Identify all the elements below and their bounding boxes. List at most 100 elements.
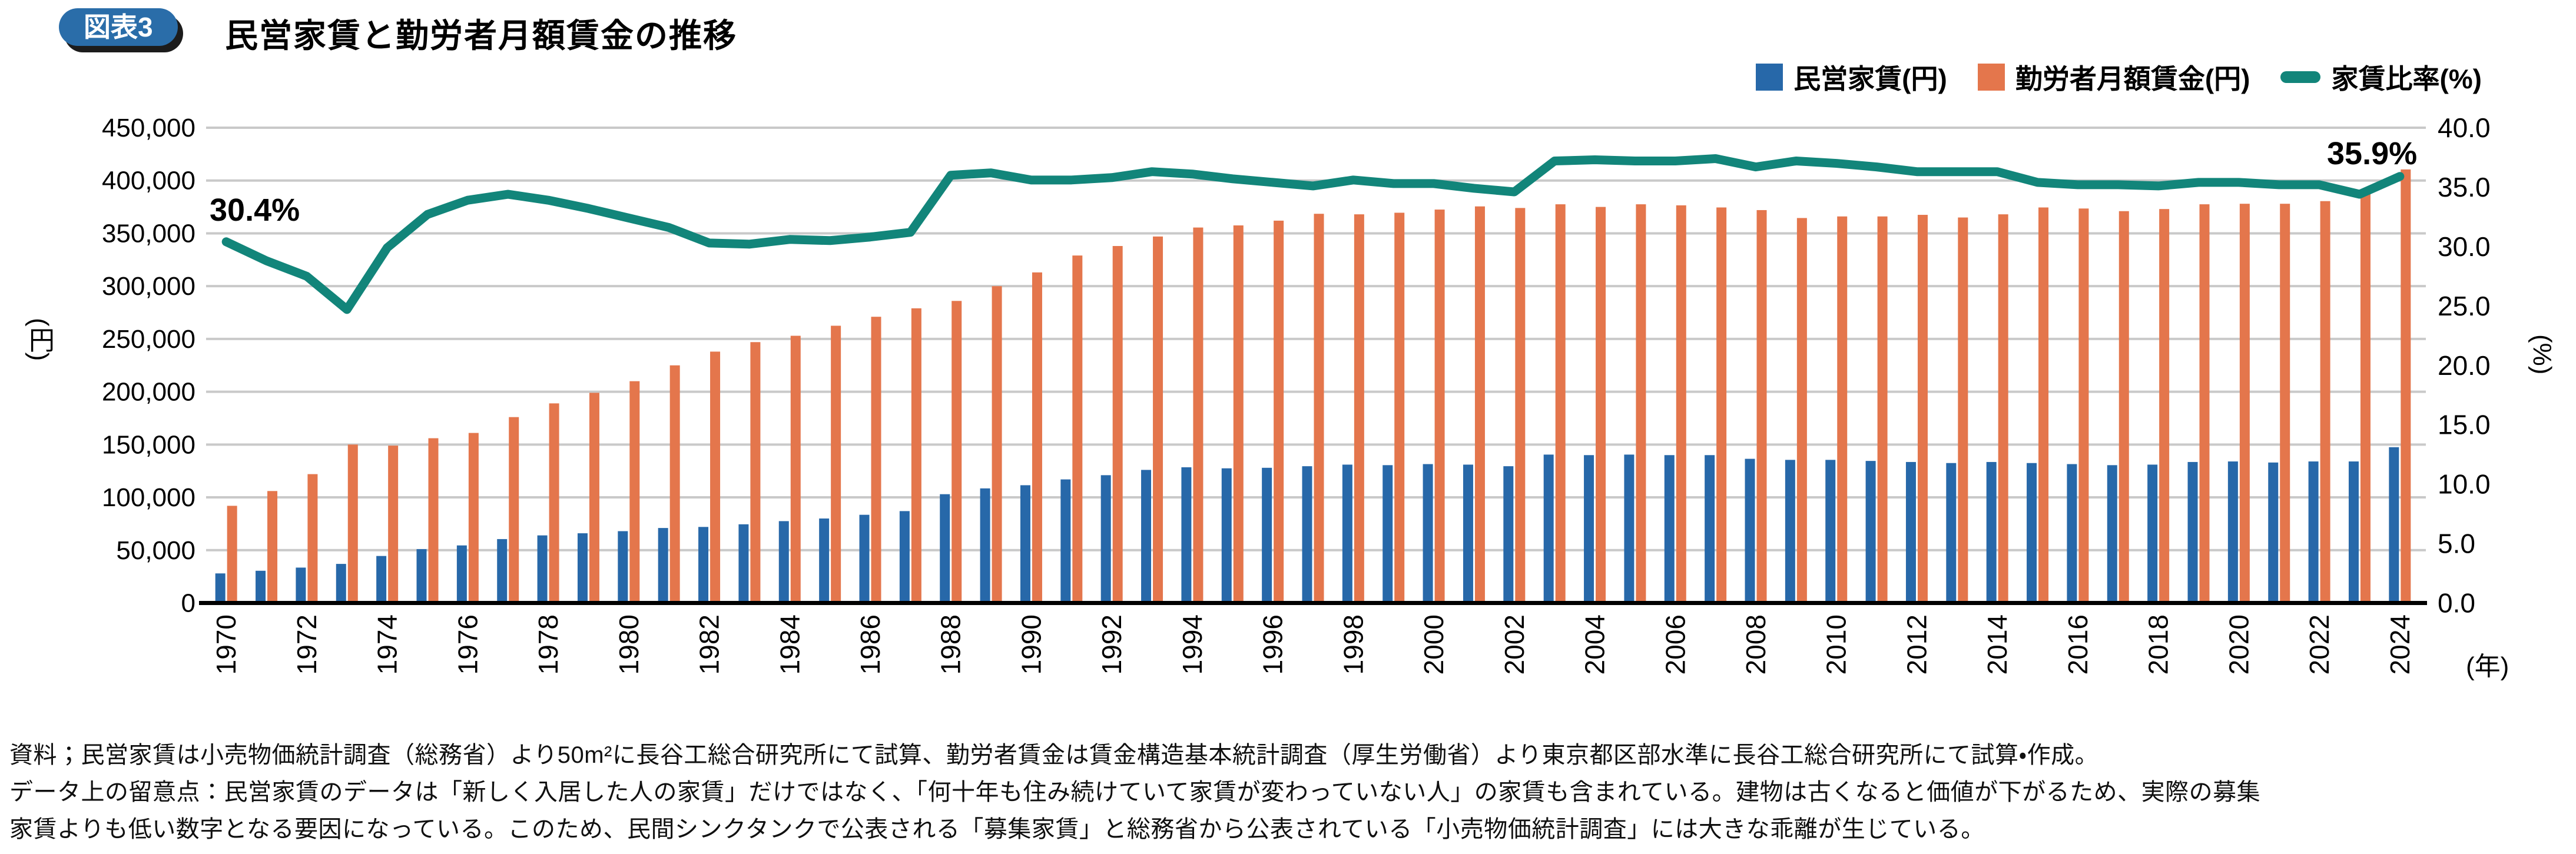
rent-bar bbox=[1262, 467, 1272, 603]
ratio-series-swatch-icon bbox=[2280, 71, 2321, 83]
x-axis-tick-label: 1986 bbox=[855, 614, 886, 674]
rent-bar bbox=[1060, 479, 1071, 603]
wage-bar bbox=[388, 446, 399, 603]
rent-bar bbox=[1865, 461, 1876, 603]
wage-bar bbox=[1796, 218, 1807, 603]
rent-bar bbox=[2027, 463, 2037, 603]
x-axis-tick-label: 2002 bbox=[1499, 614, 1530, 674]
rent-bar bbox=[618, 531, 628, 603]
wage-bar bbox=[307, 474, 318, 603]
wage-bar bbox=[871, 317, 881, 603]
x-axis-tick-label: 2016 bbox=[2063, 614, 2093, 674]
rent-bar bbox=[1383, 465, 1393, 603]
y2-axis-tick-label: 35.0 bbox=[2438, 172, 2491, 202]
rent-bar bbox=[2348, 461, 2359, 603]
wage-bar bbox=[1877, 216, 1888, 603]
rent-bar bbox=[376, 556, 387, 603]
y-axis-tick-label: 300,000 bbox=[102, 272, 195, 301]
legend-label-wage: 勤労者月額賃金(円) bbox=[2015, 64, 2250, 94]
x-axis-tick-label: 1978 bbox=[533, 614, 563, 674]
wage-bar bbox=[831, 325, 841, 603]
rent-bar bbox=[1100, 475, 1111, 603]
source-note-line3: 家賃よりも低い数字となる要因になっている。このため、民間シンクタンクで公表される… bbox=[9, 816, 1985, 842]
x-axis-unit-label: (年) bbox=[2466, 652, 2509, 681]
rent-bar bbox=[859, 514, 870, 603]
wage-bar bbox=[428, 438, 439, 603]
wage-bar bbox=[267, 491, 278, 603]
rent-bar bbox=[2227, 461, 2238, 603]
wage-bar bbox=[1233, 225, 1244, 603]
rent-bar bbox=[1302, 466, 1312, 603]
x-axis-tick-label: 1974 bbox=[372, 614, 403, 674]
rent-bar bbox=[1543, 454, 1554, 603]
x-axis-tick-label: 2020 bbox=[2223, 614, 2254, 674]
rent-bar bbox=[1946, 463, 1957, 603]
y-axis-unit-label: (円) bbox=[25, 318, 54, 361]
rent-bar bbox=[1584, 455, 1594, 603]
rent-bar bbox=[2268, 462, 2279, 603]
wage-bar bbox=[1072, 255, 1083, 603]
rent-bar bbox=[1221, 468, 1232, 603]
x-axis-tick-label: 1982 bbox=[694, 614, 725, 674]
x-axis-tick-label: 1972 bbox=[291, 614, 322, 674]
wage-bar bbox=[1274, 220, 1284, 603]
y2-axis-tick-label: 0.0 bbox=[2438, 588, 2475, 619]
rent-bar bbox=[2187, 461, 2198, 603]
wage-bar bbox=[2280, 204, 2290, 603]
x-axis-tick-label: 1998 bbox=[1338, 614, 1368, 674]
wage-bar bbox=[2401, 169, 2411, 603]
y2-axis-tick-label: 30.0 bbox=[2438, 231, 2491, 262]
x-axis-tick-label: 2008 bbox=[1740, 614, 1771, 674]
x-axis-tick-label: 2012 bbox=[1901, 614, 1932, 674]
wage-bar bbox=[710, 351, 721, 603]
rent-bar bbox=[1463, 464, 1473, 603]
x-axis-tick-label: 1970 bbox=[211, 614, 241, 674]
rent-bar bbox=[2308, 461, 2319, 603]
y-axis-tick-label: 200,000 bbox=[102, 378, 195, 407]
source-note-line1: 資料；民営家賃は小売物価統計調査（総務省）より50m²に長谷工総合研究所にて試算… bbox=[9, 742, 2099, 768]
rent-bar bbox=[2147, 464, 2158, 603]
wage-bar bbox=[1394, 212, 1405, 603]
wage-bar bbox=[1354, 214, 1364, 603]
ratio-line bbox=[221, 154, 2405, 314]
rent-bar bbox=[416, 549, 427, 603]
legend-item-rent: 民営家賃(円) bbox=[1756, 58, 1947, 97]
x-axis-tick-label: 2006 bbox=[1660, 614, 1690, 674]
rent-bar bbox=[1141, 470, 1152, 603]
y-axis-tick-label: 400,000 bbox=[102, 167, 195, 195]
wage-bar bbox=[509, 417, 519, 603]
y-axis-tick-label: 250,000 bbox=[102, 325, 195, 354]
rent-bar bbox=[980, 488, 990, 603]
x-axis-tick-label: 2004 bbox=[1580, 614, 1610, 674]
x-axis-tick-label: 1980 bbox=[614, 614, 644, 674]
wage-bar bbox=[1555, 204, 1566, 603]
wage-bar bbox=[1515, 208, 1526, 603]
rent-bar bbox=[899, 511, 910, 603]
rent-bar bbox=[1020, 485, 1030, 603]
ratio-annotation-2024: 35.9% bbox=[2327, 136, 2418, 171]
legend-label-rent: 民営家賃(円) bbox=[1793, 64, 1947, 94]
wage-bar bbox=[2239, 204, 2250, 603]
wage-bar bbox=[2038, 207, 2049, 603]
wage-series-swatch-icon bbox=[1977, 64, 2005, 91]
wage-bar bbox=[2199, 204, 2210, 603]
y-axis-tick-label: 150,000 bbox=[102, 430, 195, 459]
rent-bar bbox=[577, 533, 588, 603]
x-axis-tick-label: 1990 bbox=[1016, 614, 1046, 674]
x-axis-tick-label: 2000 bbox=[1418, 614, 1449, 674]
rent-bar bbox=[1181, 467, 1192, 603]
y2-axis-tick-label: 40.0 bbox=[2438, 112, 2491, 143]
source-note-line2: データ上の留意点：民営家賃のデータは「新しく入居した人の家賃」だけではなく、「何… bbox=[9, 779, 2261, 805]
rent-bar bbox=[1986, 461, 1997, 603]
wage-bar bbox=[1474, 206, 1485, 603]
rent-bar bbox=[1705, 455, 1715, 603]
rent-bar bbox=[738, 524, 749, 603]
wage-bar bbox=[750, 342, 761, 603]
legend-item-ratio: 家賃比率(%) bbox=[2280, 58, 2482, 97]
y2-axis-tick-label: 15.0 bbox=[2438, 410, 2491, 440]
rent-bar bbox=[497, 539, 508, 603]
page-title: 民営家賃と勤労者月額賃金の推移 bbox=[225, 17, 737, 54]
wage-bar bbox=[1716, 207, 1727, 603]
wage-bar bbox=[629, 381, 640, 603]
